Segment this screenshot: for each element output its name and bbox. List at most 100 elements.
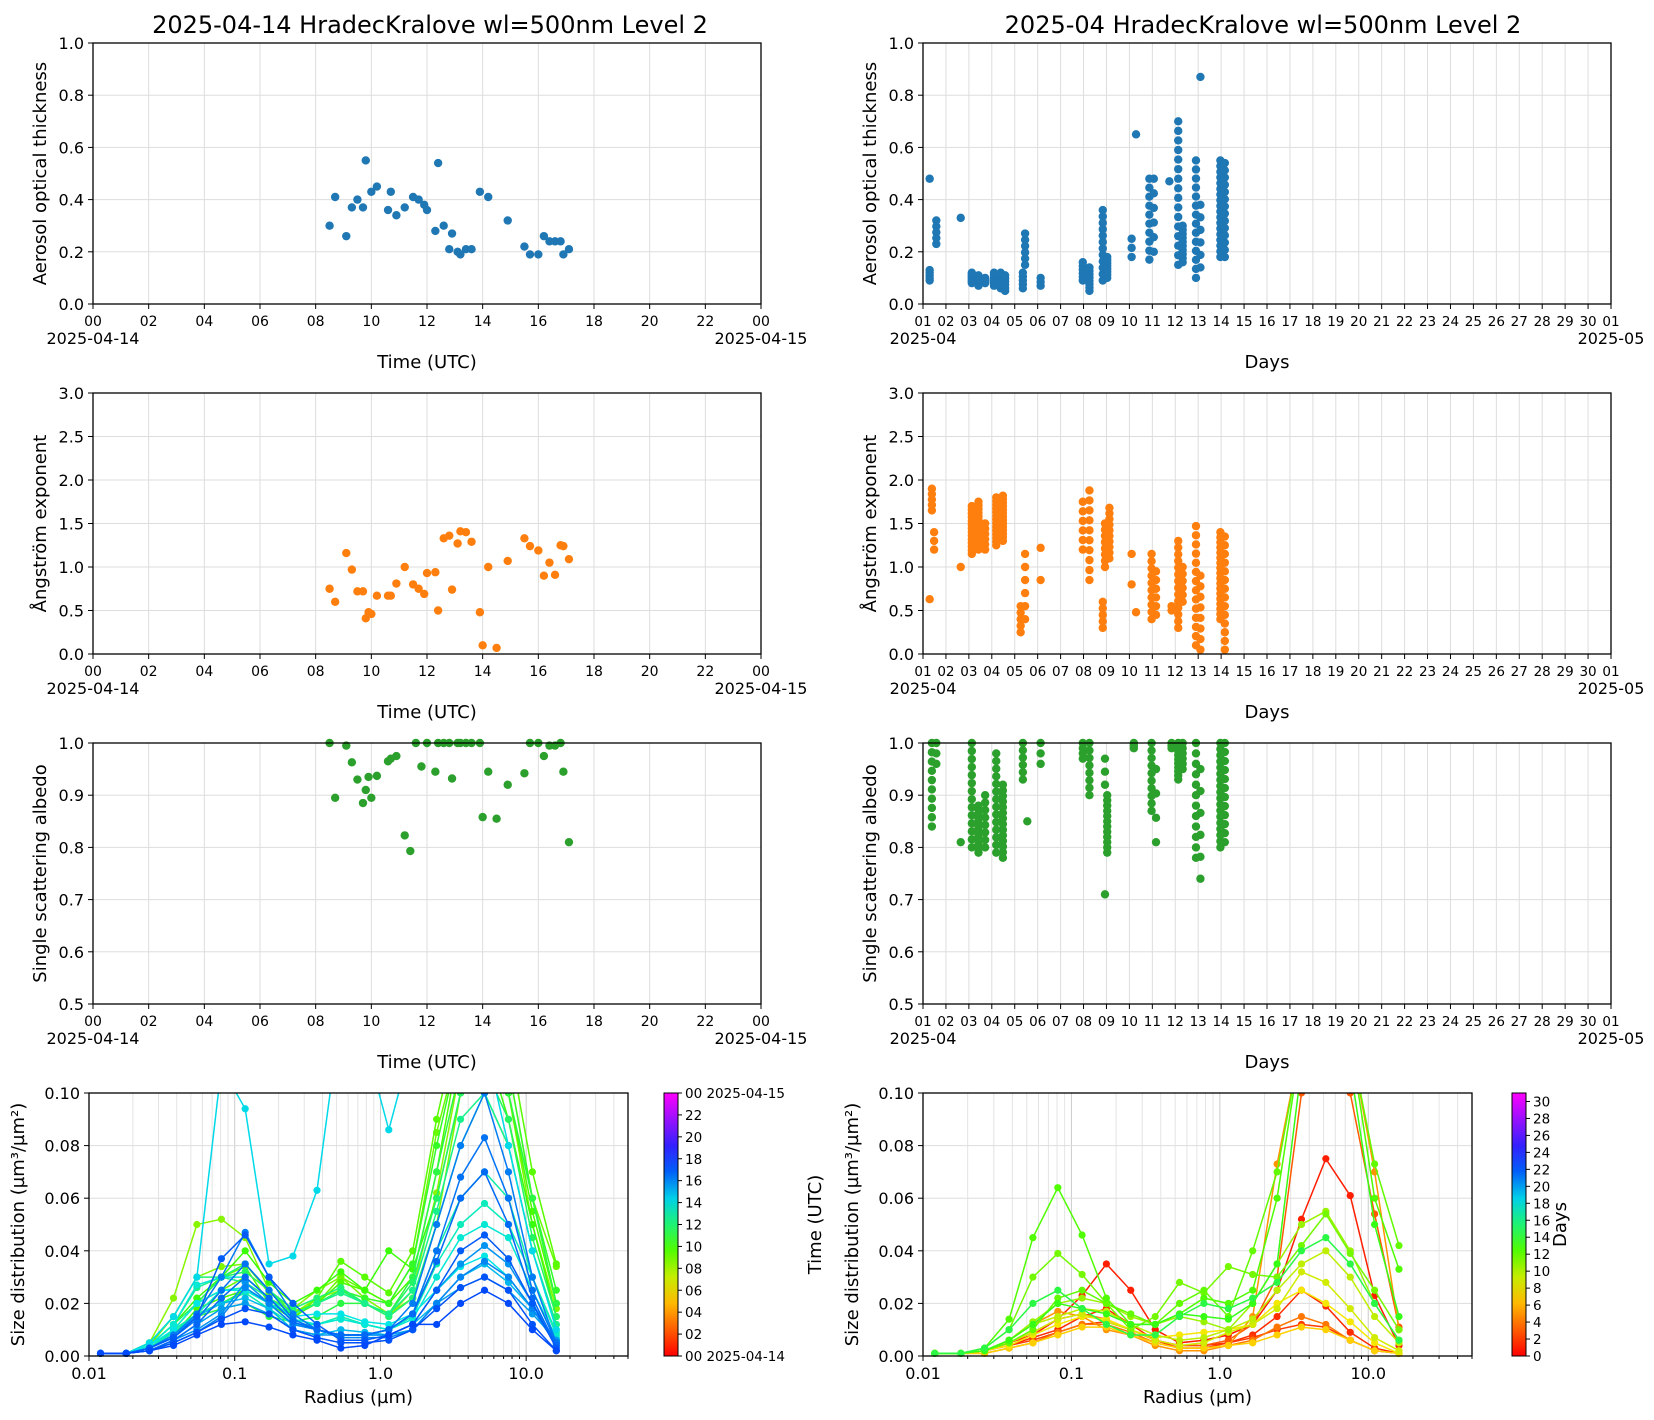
sd_day-series-point <box>361 1286 369 1294</box>
ae_month-point <box>929 536 939 546</box>
aot_month-frame <box>922 42 1612 305</box>
ae_month-point <box>929 545 939 554</box>
sd_day-series-point <box>480 1286 489 1294</box>
sd_day-series-point <box>504 1286 513 1294</box>
ssa_month-xtick-label: 25 <box>1465 1014 1482 1030</box>
sd_day-series-point <box>169 1312 178 1321</box>
ssa_month-point <box>1196 808 1205 818</box>
ssa_month-point <box>992 840 1001 850</box>
sd_month-series <box>931 1037 1403 1357</box>
ssa_month-frame <box>922 742 1612 1005</box>
ae_month-point <box>1220 593 1230 602</box>
sd_month-series-line <box>934 1093 1400 1355</box>
ssa_month-xtick-label: 06 <box>1029 1014 1046 1030</box>
ae_month-point <box>1174 543 1183 552</box>
sd_day-series-point <box>481 984 488 991</box>
aot_month-ytick-label: 0.8 <box>889 86 914 105</box>
ae_month-point <box>992 493 1001 502</box>
sd_day-series-point <box>480 1241 489 1250</box>
ssa_month-xtick-label: 18 <box>1304 1014 1321 1030</box>
sd_month-series-point <box>980 1344 989 1352</box>
aot_day-point <box>400 203 409 212</box>
ssa_month-point <box>1018 768 1028 777</box>
sd_day-series-point <box>217 1255 225 1263</box>
ssa_month-point <box>980 835 990 845</box>
sd_day-series-point <box>241 1299 249 1307</box>
aot_month-xtick-label: 18 <box>1304 314 1321 330</box>
ssa_month-point <box>967 795 977 804</box>
ssa_month-point <box>1147 776 1156 785</box>
sd_day-colorbar-tick-label: 22 <box>685 1108 702 1124</box>
aot_month-point <box>1220 223 1230 233</box>
aot_month-xtick-label: 06 <box>1029 314 1046 330</box>
sd_day-series-point <box>433 1305 441 1313</box>
sd_day-series-point <box>193 1220 201 1229</box>
sd_day-series-point <box>480 1134 489 1142</box>
ae_day-point <box>386 591 396 600</box>
sd_day-series-point <box>241 1273 249 1281</box>
sd_month-series-point <box>1029 1320 1037 1329</box>
ssa_day-ytick-label: 0.8 <box>59 838 84 857</box>
sd_day-series-point <box>433 1115 441 1123</box>
aot_month-ytick-label: 0.6 <box>889 138 914 157</box>
sd_month-series-point <box>1249 1299 1257 1307</box>
aot_month-point <box>1174 164 1183 174</box>
aot_day-point <box>475 187 485 196</box>
sd_day-series-point <box>457 1037 464 1044</box>
ae_month-xtick-label: 02 <box>937 664 954 680</box>
sd_day-series-point <box>265 1294 273 1302</box>
ae_month-point <box>1220 610 1230 620</box>
aot_month-xtick-label: 05 <box>1006 314 1023 330</box>
sd_month-series-point <box>1029 1234 1037 1242</box>
ssa_day-point <box>406 846 415 856</box>
ae_month-point <box>1174 536 1183 546</box>
ae_day-point <box>534 546 543 555</box>
aot_month-point <box>1174 184 1183 193</box>
sd_day-colorbar-tick-label: 18 <box>685 1152 702 1168</box>
aot_month-point <box>1098 237 1107 247</box>
ae_month-date-start: 2025-04 <box>890 679 957 698</box>
sd_day-series-point <box>193 1312 201 1321</box>
aot_day-ytick-label: 0.0 <box>59 295 84 314</box>
ssa_month-point <box>992 810 1001 819</box>
sd_day-series-point <box>193 1331 201 1339</box>
ae_month-xtick-label: 07 <box>1052 664 1069 680</box>
aot_month-xtick-label: 25 <box>1465 314 1482 330</box>
sd_day-series-point <box>481 1063 488 1070</box>
sd_day-series-point <box>169 1341 178 1350</box>
ae_month-point <box>1220 567 1230 576</box>
aot_month-date-start: 2025-04 <box>890 329 957 348</box>
sd_month-series-line <box>934 1249 1400 1355</box>
sd_month-series-point <box>1347 1037 1354 1044</box>
aot_month-point <box>1191 273 1201 283</box>
ae_day-xtick-label: 14 <box>474 664 492 680</box>
ssa_month-xtick-label: 05 <box>1006 1014 1023 1030</box>
sd_day-colorbar-tick-label: 08 <box>685 1261 702 1277</box>
sd_day-series-point <box>289 1252 297 1260</box>
sd_month-series-point <box>1200 1286 1208 1294</box>
sd_day-xtick-label: 1.0 <box>368 1364 393 1383</box>
sd_month-series-point <box>1151 1331 1159 1339</box>
sd_month-series-point <box>1005 1326 1013 1334</box>
sd_month-series-point <box>1054 1320 1062 1329</box>
ssa_month-point <box>1220 837 1230 847</box>
sd_month-series-point <box>1298 1037 1305 1044</box>
sd_day-series-point <box>433 1247 441 1255</box>
ssa_month-point <box>1220 819 1230 829</box>
ssa_day-frame <box>92 742 762 1005</box>
aot_month-point <box>932 228 941 237</box>
sd_month-series-point <box>1249 1247 1257 1255</box>
sd_month-series-point <box>1200 1328 1208 1336</box>
ssa_day-point <box>330 793 340 803</box>
ssa_month-point <box>992 802 1001 812</box>
sd_day-series-point <box>361 1318 369 1326</box>
ssa_day-xtick-label: 18 <box>585 1014 603 1030</box>
ae_day-ylabel: Ångström exponent <box>29 435 51 613</box>
sd_day-series-point <box>456 1247 465 1255</box>
ssa_day-point <box>364 772 373 782</box>
sd_day-series-point <box>528 1168 536 1176</box>
aot_day-point <box>433 158 443 168</box>
aot_month-point <box>1191 192 1201 201</box>
ssa_day-point <box>431 767 440 776</box>
sd_month-series-line <box>934 1326 1400 1355</box>
